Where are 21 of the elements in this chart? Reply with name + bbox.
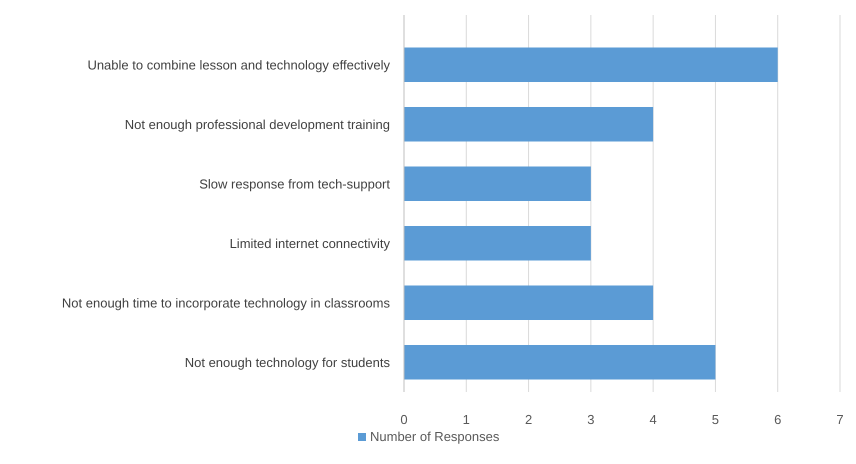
bar [404,285,654,320]
x-tick-label: 0 [400,412,408,427]
x-tick-label: 7 [836,412,844,427]
y-tick-label: Not enough time to incorporate technology in classrooms [62,295,390,310]
y-tick-label: Not enough professional development training [124,116,390,132]
bar [404,47,778,82]
bar [404,106,654,142]
y-tick-label: Slow response from tech-support [199,176,390,192]
bar [404,226,591,261]
x-tick-label: 3 [587,412,594,427]
x-tick-label: 6 [774,412,782,427]
x-tick-label: 5 [712,412,720,427]
x-tick-label: 4 [650,412,657,427]
y-tick-label: Not enough technology for students [184,354,390,370]
legend-label: Number of Responses [370,429,500,444]
bar [404,166,591,202]
y-tick-label: Unable to combine lesson and technology effectively [87,57,390,72]
y-tick-label: Limited internet connectivity [230,236,390,251]
x-tick-label: 1 [462,412,470,427]
x-tick-label: 2 [524,412,532,427]
bar [404,344,716,380]
